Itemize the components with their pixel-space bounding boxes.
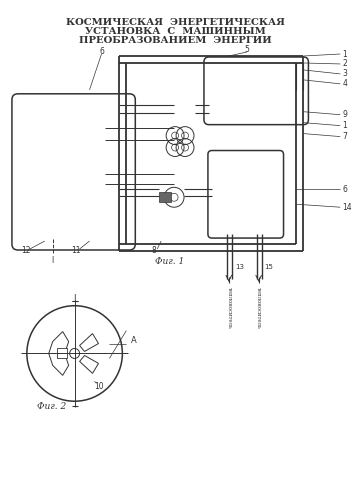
Text: КОСМИЧЕСКАЯ  ЭНЕРГЕТИЧЕСКАЯ: КОСМИЧЕСКАЯ ЭНЕРГЕТИЧЕСКАЯ [66, 17, 285, 26]
Bar [40, 141, 103, 143]
Bar [282, 70, 287, 112]
Text: I: I [52, 256, 54, 265]
Bar [40, 172, 103, 174]
Bar [269, 70, 274, 112]
Text: 3: 3 [342, 69, 347, 78]
FancyBboxPatch shape [208, 151, 283, 238]
Text: 12: 12 [21, 247, 31, 255]
Text: 15: 15 [265, 264, 274, 270]
Bar [216, 222, 276, 230]
Text: 5: 5 [244, 44, 249, 53]
Bar [40, 133, 103, 135]
FancyBboxPatch shape [204, 57, 309, 125]
Bar [276, 70, 281, 112]
Bar [220, 176, 271, 181]
Bar [220, 212, 271, 217]
Bar [262, 70, 267, 112]
Bar [57, 348, 67, 358]
Text: A: A [131, 336, 137, 345]
Text: 6: 6 [99, 46, 104, 55]
Text: Фиг. 1: Фиг. 1 [155, 257, 184, 266]
Text: УСТАНОВКА  С  МАШИННЫМ: УСТАНОВКА С МАШИННЫМ [85, 26, 265, 35]
Bar [40, 183, 103, 186]
Bar [96, 199, 112, 209]
Text: Фиг. 2: Фиг. 2 [37, 402, 66, 411]
FancyBboxPatch shape [12, 94, 135, 250]
Text: 6: 6 [342, 185, 347, 194]
Bar [234, 70, 239, 112]
Bar [220, 194, 271, 199]
Bar [220, 185, 271, 190]
Bar [220, 203, 271, 208]
Bar [38, 163, 106, 192]
Bar [40, 125, 103, 128]
Text: 11: 11 [71, 247, 80, 255]
Text: I: I [73, 294, 76, 303]
Text: теплоноситель: теплоноситель [226, 287, 231, 329]
Bar [40, 122, 103, 124]
Bar [38, 118, 106, 150]
Bar [241, 70, 246, 112]
Bar [255, 70, 260, 112]
Text: 8: 8 [152, 247, 157, 255]
Bar [220, 221, 271, 226]
Text: 7: 7 [342, 132, 347, 141]
Bar [159, 192, 171, 202]
Text: теплоноситель: теплоноситель [256, 287, 261, 329]
Text: 14: 14 [342, 203, 352, 212]
Text: 13: 13 [235, 264, 244, 270]
Bar [40, 168, 103, 170]
Bar [40, 129, 103, 131]
Text: 10: 10 [95, 382, 104, 391]
Bar [40, 187, 103, 189]
Text: 1: 1 [342, 121, 347, 130]
Text: 1: 1 [342, 49, 347, 58]
Text: 2: 2 [342, 59, 347, 68]
Bar [40, 176, 103, 178]
Bar [248, 70, 253, 112]
Text: ПРЕОБРАЗОВАНИЕМ  ЭНЕРГИИ: ПРЕОБРАЗОВАНИЕМ ЭНЕРГИИ [79, 35, 271, 44]
Bar [40, 137, 103, 139]
Bar [40, 144, 103, 147]
Text: 4: 4 [342, 79, 347, 88]
Bar [30, 204, 119, 239]
Bar [220, 168, 271, 172]
Bar [40, 180, 103, 182]
Text: 9: 9 [342, 110, 347, 119]
